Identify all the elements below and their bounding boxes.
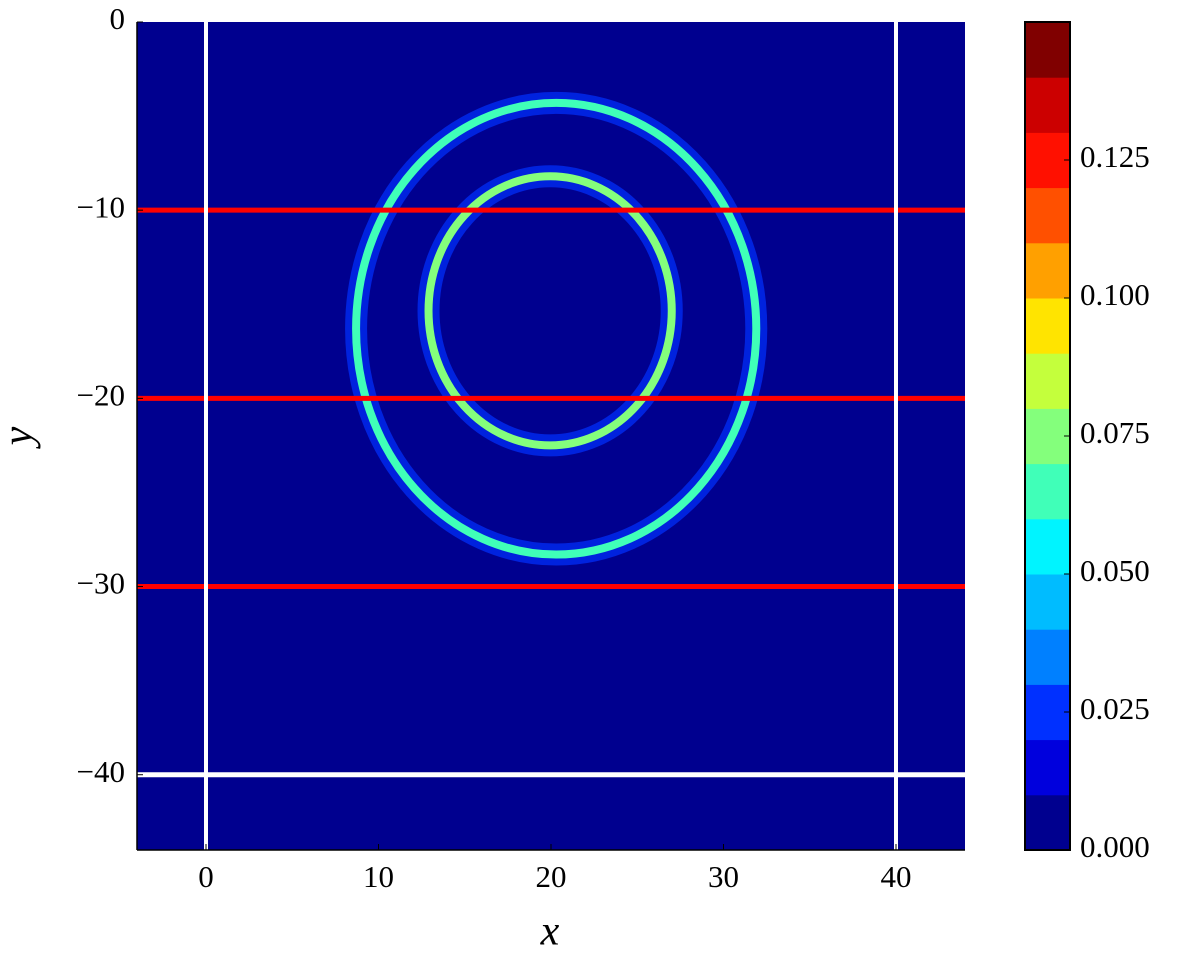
colorbar-tick-label: 0.125	[1080, 139, 1150, 174]
x-tick-label: 0	[198, 859, 214, 894]
colorbar-band	[1025, 684, 1070, 741]
colorbar-band	[1025, 574, 1070, 630]
colorbar-tick-label: 0.025	[1080, 691, 1150, 726]
y-tick-label: −30	[77, 566, 125, 601]
colorbar-tick-label: 0.100	[1080, 277, 1150, 312]
colorbar-band	[1025, 22, 1070, 78]
plot-area	[137, 22, 965, 850]
colorbar-tick-label: 0.050	[1080, 553, 1150, 588]
colorbar-band	[1025, 518, 1070, 575]
x-tick-label: 30	[708, 859, 739, 894]
y-tick-label: −20	[77, 377, 125, 412]
colorbar-tick-label: 0.075	[1080, 415, 1150, 450]
colorbar-band	[1025, 353, 1070, 409]
ring	[424, 172, 676, 450]
colorbar-band	[1025, 242, 1070, 299]
colorbar-band	[1025, 794, 1070, 851]
colorbar-band	[1025, 187, 1070, 244]
colorbar-band	[1025, 629, 1070, 685]
x-tick-label: 20	[536, 859, 567, 894]
colorbar-band	[1025, 132, 1070, 189]
colorbar-band	[1025, 298, 1070, 354]
y-tick-label: −10	[77, 189, 125, 224]
y-axis-label: y	[0, 426, 42, 449]
colorbar-band	[1025, 408, 1070, 465]
y-tick-label: −40	[77, 754, 125, 789]
colorbar-band	[1025, 739, 1070, 796]
colorbar-band	[1025, 77, 1070, 133]
colorbar-band	[1025, 463, 1070, 520]
x-tick-label: 10	[363, 859, 394, 894]
x-axis-label: x	[540, 909, 560, 955]
y-tick-label: 0	[110, 1, 126, 36]
ring	[352, 98, 761, 559]
colorbar-tick-label: 0.000	[1080, 829, 1150, 864]
axes: 0 10 20 30 40 0 −10 −20 −30 −40 0.000 0.025 0.050 0.0…	[77, 1, 1150, 894]
x-tick-label: 40	[881, 859, 912, 894]
